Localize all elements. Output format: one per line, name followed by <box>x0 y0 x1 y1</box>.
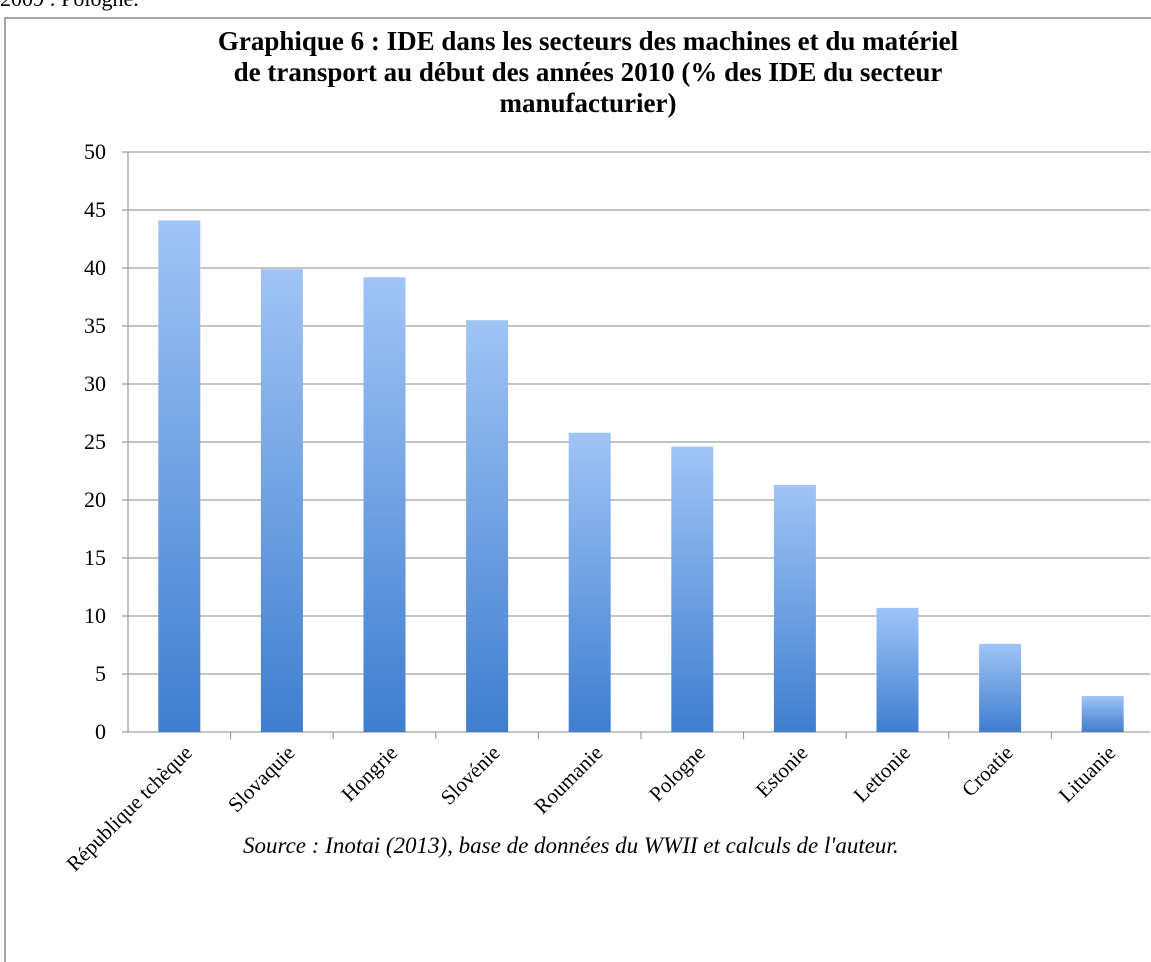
chart-border <box>4 17 1151 962</box>
bar <box>158 220 201 732</box>
y-tick-label: 15 <box>84 545 106 570</box>
chart-title: de transport au début des années 2010 (%… <box>234 57 943 87</box>
y-tick-label: 5 <box>95 661 106 686</box>
x-tick-label: Lituanie <box>1054 741 1120 807</box>
x-tick-label: Croatie <box>957 741 1018 802</box>
bar <box>466 320 509 732</box>
source-note: Source : Inotai (2013), base de données … <box>243 833 899 858</box>
x-tick-label: Slovaquie <box>223 741 299 817</box>
x-tick-label: Lettonie <box>849 741 915 807</box>
y-tick-label: 50 <box>84 139 106 164</box>
y-tick-label: 40 <box>84 255 106 280</box>
bar <box>363 277 406 732</box>
y-tick-label: 10 <box>84 603 106 628</box>
y-tick-label: 25 <box>84 429 106 454</box>
x-tick-label: Hongrie <box>336 741 402 807</box>
bar <box>671 446 714 732</box>
chart-title: manufacturier) <box>500 88 677 118</box>
bar <box>979 643 1022 732</box>
x-tick-label: République tchèque <box>62 741 197 876</box>
bar <box>568 432 611 732</box>
y-tick-label: 45 <box>84 197 106 222</box>
y-tick-label: 35 <box>84 313 106 338</box>
x-tick-label: Roumanie <box>529 741 607 819</box>
x-tick-label: Estonie <box>751 741 813 803</box>
x-tick-label: Pologne <box>644 741 710 807</box>
y-tick-label: 30 <box>84 371 106 396</box>
y-tick-label: 0 <box>95 719 106 744</box>
bar <box>876 607 919 732</box>
bar <box>260 269 303 732</box>
bar <box>773 484 816 732</box>
header-text: 2009 : Pologne. <box>0 0 139 11</box>
bar <box>1081 696 1124 732</box>
chart-title: Graphique 6 : IDE dans les secteurs des … <box>218 26 959 56</box>
y-tick-label: 20 <box>84 487 106 512</box>
x-tick-label: Slovénie <box>436 741 505 810</box>
